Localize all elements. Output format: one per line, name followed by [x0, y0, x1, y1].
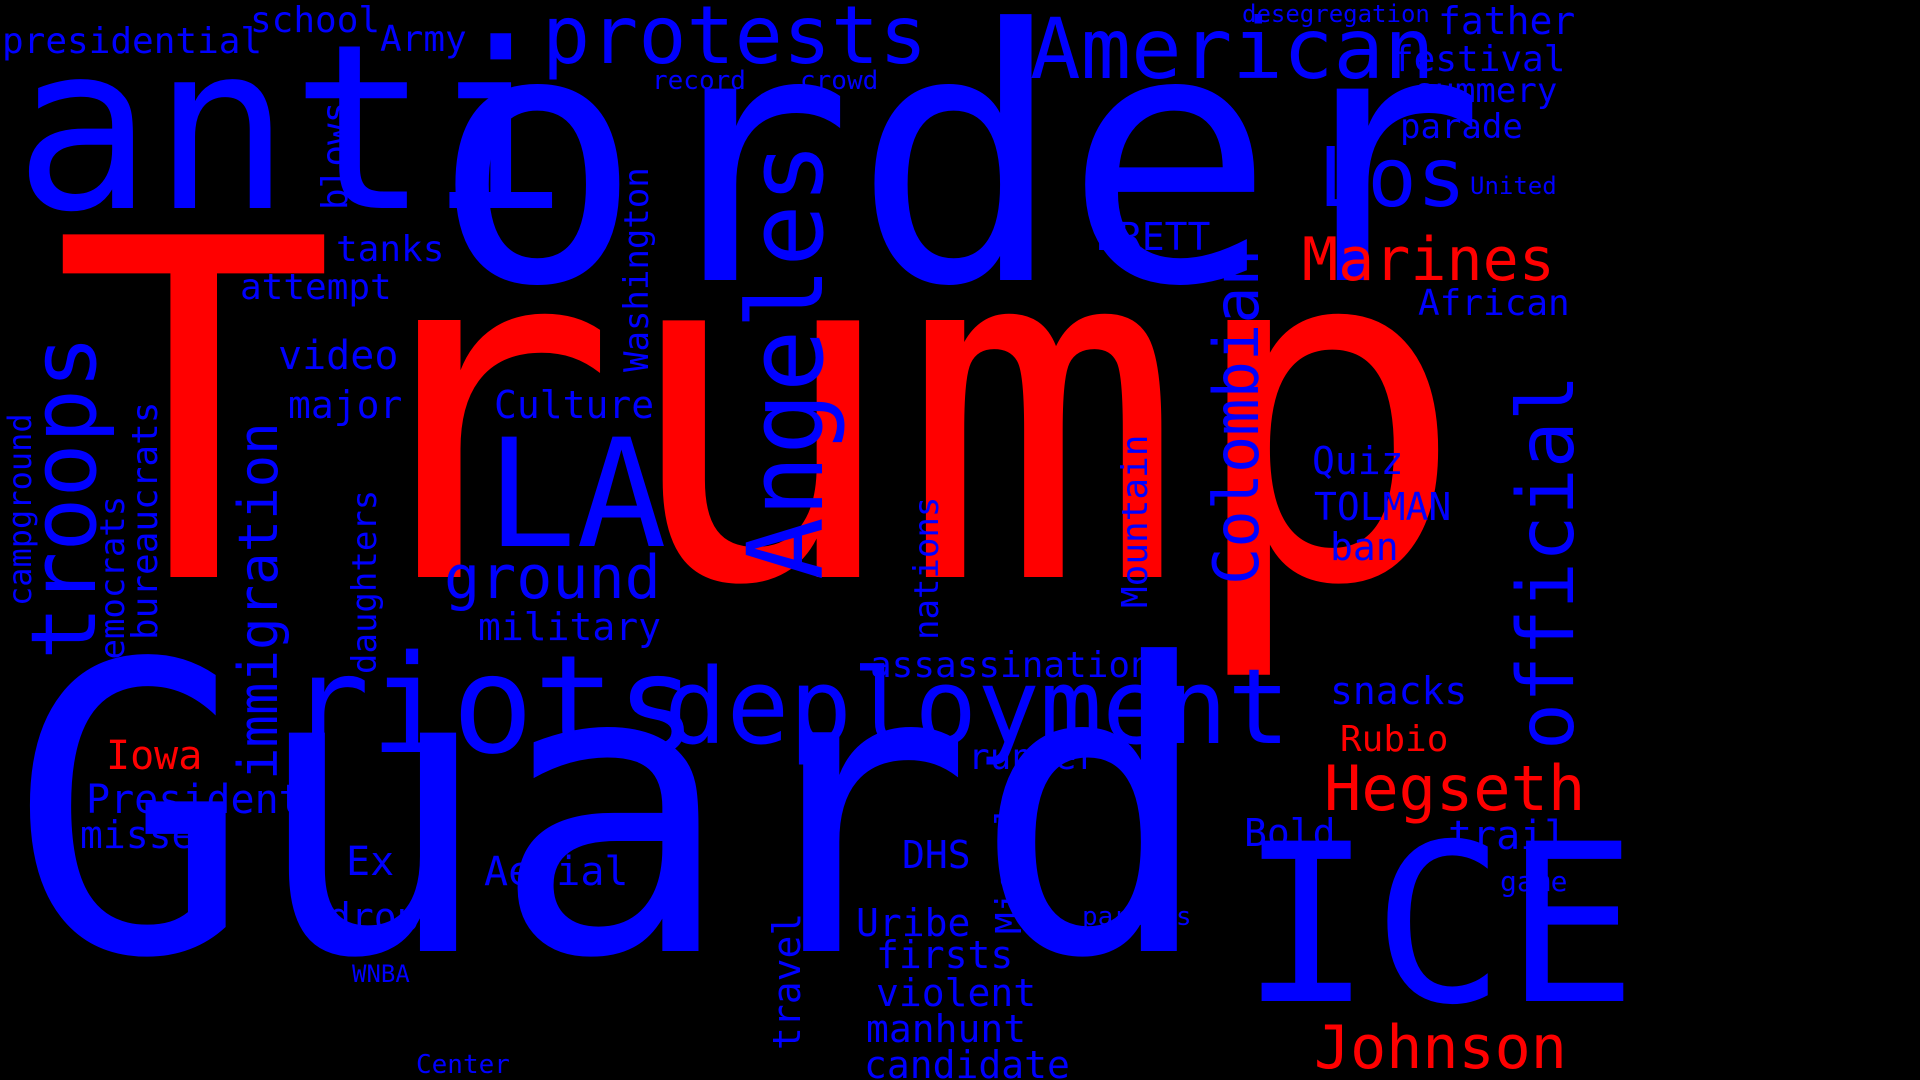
word: drop — [328, 895, 420, 939]
word: nations — [907, 496, 947, 640]
word: Iowa — [106, 733, 203, 779]
word: school — [250, 0, 381, 41]
word: Culture — [494, 383, 655, 427]
word: assassination — [870, 645, 1152, 686]
word: order — [432, 0, 1486, 363]
word: President — [86, 777, 303, 823]
word: Rubio — [1340, 719, 1449, 760]
word: parade — [1400, 107, 1523, 147]
word: Angeles — [725, 141, 847, 580]
word: campground — [1, 413, 39, 606]
word: game — [1500, 865, 1568, 898]
word: Army — [380, 19, 467, 60]
word: Colombian — [1200, 249, 1273, 585]
word: Aerial — [484, 849, 629, 895]
word: TOLMAN — [1314, 485, 1452, 529]
word: Washington — [617, 167, 657, 372]
word: Uribe — [856, 901, 971, 945]
word: United — [1470, 172, 1557, 200]
word: candidate — [864, 1043, 1070, 1080]
word: ICE — [1240, 797, 1638, 1053]
word: violent — [876, 971, 1037, 1015]
word: video — [278, 333, 399, 379]
word: desegregation — [1242, 0, 1430, 28]
word: major — [288, 383, 403, 427]
word: attempt — [240, 267, 392, 308]
word: blows — [315, 101, 356, 210]
word: Quiz — [1312, 439, 1404, 483]
word: Bold — [1244, 811, 1336, 855]
word: firsts — [876, 933, 1014, 977]
word: military — [478, 605, 662, 649]
word: father — [1438, 0, 1576, 43]
word: WNBA — [352, 960, 410, 988]
word: Ex — [346, 839, 395, 885]
word: Mountain — [1115, 434, 1156, 608]
word: riots — [288, 627, 698, 785]
word: Miguel — [989, 803, 1030, 934]
word: travel — [765, 912, 809, 1050]
word: Los — [1318, 131, 1467, 226]
word: Hegseth — [1324, 752, 1586, 825]
word: bureaucrats — [125, 401, 166, 640]
word: BRETT — [1096, 215, 1211, 259]
word: Marines — [1302, 225, 1555, 295]
word: ban — [1330, 525, 1399, 569]
word: African — [1418, 283, 1570, 324]
word: anti — [14, 0, 568, 263]
word: summery — [1414, 71, 1558, 111]
word: Guard — [10, 581, 1215, 1046]
word: daughters — [345, 489, 385, 674]
word: ground — [444, 543, 661, 613]
word: parents — [1082, 902, 1192, 932]
word: tanks — [336, 229, 445, 270]
word: deployment — [664, 646, 1291, 768]
word: trail — [1448, 813, 1569, 859]
word: Center — [416, 1050, 510, 1080]
word: presidential — [2, 21, 263, 62]
word: Trump — [52, 141, 1467, 688]
word: crowd — [800, 66, 879, 96]
word: festival — [1392, 39, 1566, 80]
word: missed — [80, 813, 218, 857]
word: LA — [486, 408, 667, 582]
word: runner — [968, 737, 1099, 778]
word: official — [1502, 374, 1592, 750]
word: American — [1030, 0, 1435, 98]
word: protests — [542, 0, 928, 82]
word: Johnson — [1314, 1013, 1567, 1080]
word: DHS — [902, 833, 971, 877]
word: manhunt — [866, 1007, 1027, 1051]
word: record — [652, 66, 746, 96]
word: immigration — [227, 422, 290, 780]
word: snacks — [1330, 669, 1468, 713]
